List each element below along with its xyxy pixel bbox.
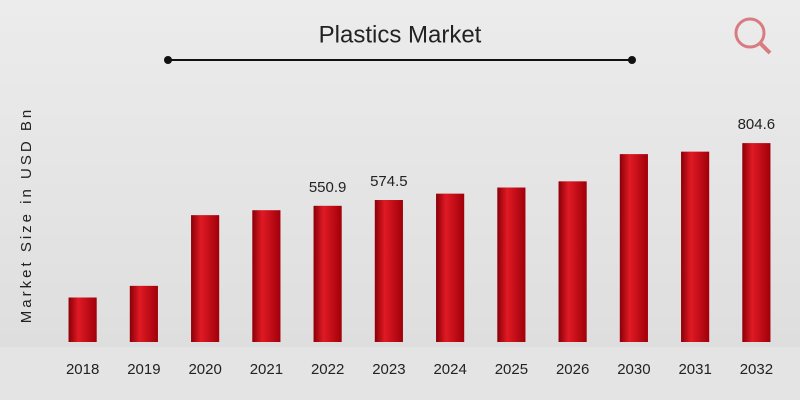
x-tick-label: 2026 <box>556 361 589 378</box>
bar <box>497 187 526 342</box>
bar <box>742 143 771 342</box>
x-tick-label: 2025 <box>495 361 528 378</box>
bar <box>313 205 342 342</box>
x-tick-label: 2019 <box>127 361 160 378</box>
x-tick-label: 2021 <box>250 361 283 378</box>
value-label: 574.5 <box>370 173 408 190</box>
rule-dot <box>164 56 172 64</box>
logo <box>734 17 772 55</box>
bar <box>558 181 587 342</box>
x-tick-label: 2020 <box>188 361 221 378</box>
x-tick-label: 2030 <box>617 361 650 378</box>
x-tick-label: 2018 <box>66 361 99 378</box>
x-tick-label: 2024 <box>433 361 466 378</box>
x-tick-label: 2023 <box>372 361 405 378</box>
bar <box>436 193 465 342</box>
bar <box>619 154 648 342</box>
rule-dot <box>628 56 636 64</box>
bar <box>129 285 158 342</box>
x-tick-label: 2032 <box>740 361 773 378</box>
chart-title: Plastics Market <box>319 21 482 48</box>
value-label: 550.9 <box>309 179 347 196</box>
x-tick-label: 2031 <box>678 361 711 378</box>
y-axis-label: Market Size in USD Bn <box>18 107 35 323</box>
bar <box>681 151 710 342</box>
bar <box>252 210 281 342</box>
bar <box>374 200 403 342</box>
x-tick-label: 2022 <box>311 361 344 378</box>
bar <box>191 215 220 342</box>
value-label: 804.6 <box>738 116 776 133</box>
bar <box>68 297 97 342</box>
axis-band <box>0 347 800 400</box>
